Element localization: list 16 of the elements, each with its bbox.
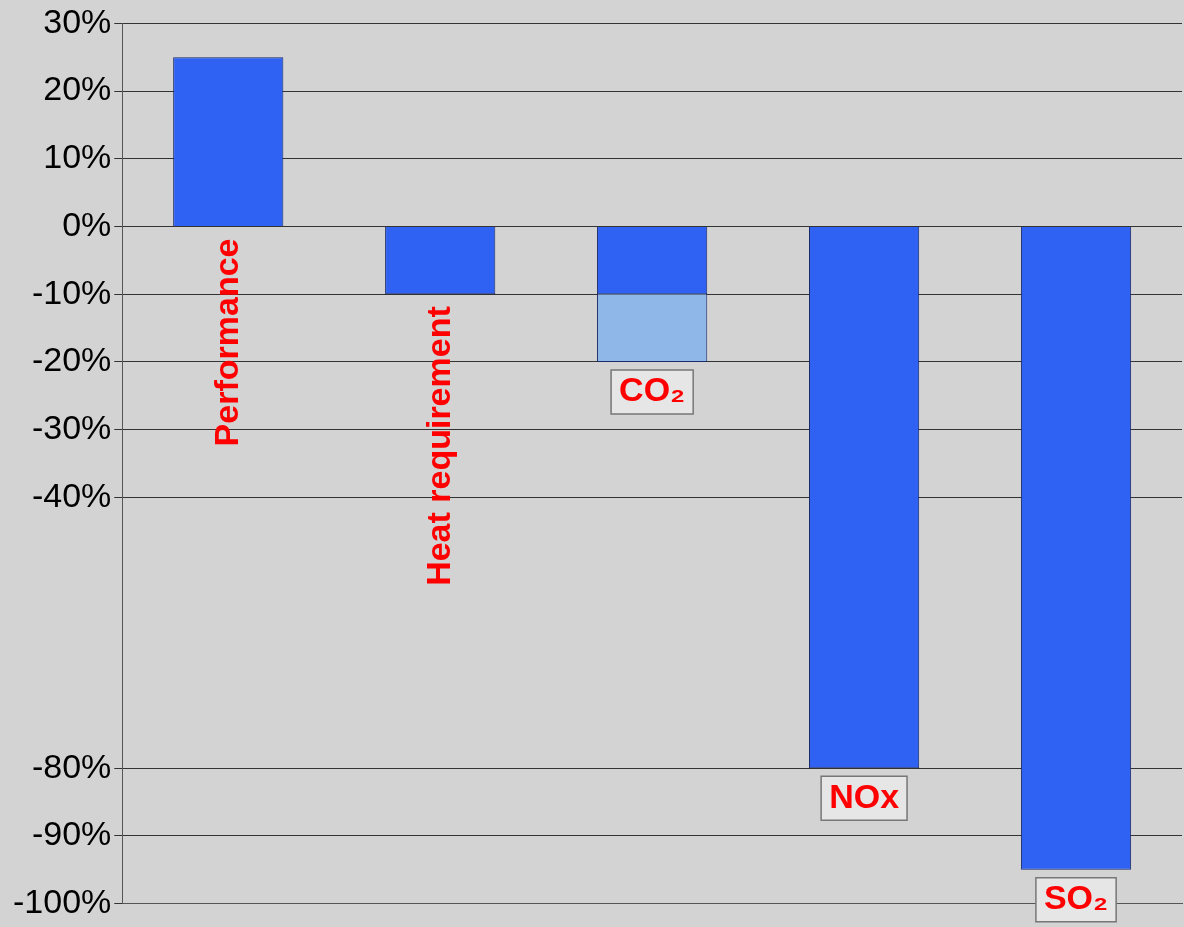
- y-tick-label: -30%: [31, 408, 112, 447]
- y-tick-label: -10%: [31, 272, 112, 311]
- y-tick-label: -100%: [13, 881, 112, 920]
- y-tick-label: 20%: [43, 69, 112, 108]
- x-tick-label: CO₂: [619, 370, 686, 409]
- y-tick-label: -90%: [31, 814, 112, 853]
- x-tick-label: Performance: [206, 238, 245, 447]
- x-tick-label: Heat requirement: [418, 306, 457, 586]
- x-tick-label: SO₂: [1043, 878, 1109, 917]
- y-tick-label: 10%: [43, 137, 112, 176]
- y-tick-label: 0%: [62, 204, 112, 243]
- y-tick-label: -20%: [31, 340, 112, 379]
- x-tick-label: NOx: [829, 776, 900, 815]
- y-tick-label: -40%: [31, 475, 112, 514]
- y-tick-label: -80%: [31, 746, 112, 785]
- y-tick-label: 30%: [43, 1, 112, 40]
